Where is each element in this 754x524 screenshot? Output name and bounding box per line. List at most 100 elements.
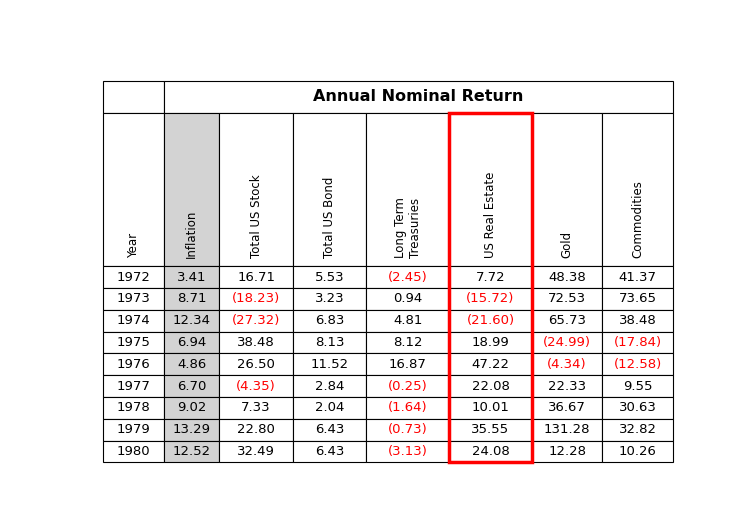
Bar: [532, 375, 602, 397]
Bar: [164, 375, 219, 397]
Text: 6.43: 6.43: [315, 445, 345, 458]
Bar: [293, 353, 366, 375]
Bar: [602, 266, 673, 288]
Bar: [532, 353, 602, 375]
Text: (4.35): (4.35): [236, 379, 276, 392]
Bar: [602, 288, 673, 310]
Text: 4.86: 4.86: [177, 358, 207, 371]
Text: 1973: 1973: [117, 292, 151, 305]
Bar: [164, 441, 219, 462]
Text: 3.23: 3.23: [315, 292, 345, 305]
Bar: [449, 332, 532, 353]
Bar: [293, 310, 366, 332]
Text: 22.08: 22.08: [471, 379, 510, 392]
Text: Year: Year: [127, 233, 140, 258]
Text: 10.01: 10.01: [471, 401, 510, 414]
Text: 16.71: 16.71: [238, 270, 275, 283]
Text: 1980: 1980: [117, 445, 151, 458]
Bar: [293, 441, 366, 462]
Bar: [366, 113, 449, 266]
Text: 2.04: 2.04: [315, 401, 345, 414]
Bar: [219, 441, 293, 462]
Text: 5.53: 5.53: [315, 270, 345, 283]
Bar: [366, 419, 449, 441]
Text: (15.72): (15.72): [466, 292, 515, 305]
Bar: [602, 419, 673, 441]
Text: 12.52: 12.52: [173, 445, 211, 458]
Bar: [164, 266, 219, 288]
Bar: [219, 375, 293, 397]
Bar: [219, 419, 293, 441]
Text: 0.94: 0.94: [393, 292, 422, 305]
Bar: [449, 353, 532, 375]
Bar: [164, 353, 219, 375]
Bar: [449, 113, 532, 266]
Text: Gold: Gold: [560, 231, 574, 258]
Bar: [602, 332, 673, 353]
Text: 22.33: 22.33: [548, 379, 586, 392]
Text: 1978: 1978: [117, 401, 151, 414]
Bar: [164, 397, 219, 419]
Text: 1972: 1972: [117, 270, 151, 283]
Text: 30.63: 30.63: [618, 401, 657, 414]
Text: Total US Bond: Total US Bond: [323, 177, 336, 258]
Text: (21.60): (21.60): [467, 314, 514, 327]
Bar: [532, 397, 602, 419]
Bar: [366, 332, 449, 353]
Bar: [449, 419, 532, 441]
Text: US Real Estate: US Real Estate: [484, 172, 497, 258]
Bar: [164, 81, 673, 113]
Bar: [293, 113, 366, 266]
Text: 131.28: 131.28: [544, 423, 590, 436]
Text: 1977: 1977: [117, 379, 151, 392]
Bar: [366, 353, 449, 375]
Bar: [164, 419, 219, 441]
Text: Long Term
Treasuries: Long Term Treasuries: [394, 198, 421, 258]
Text: 2.84: 2.84: [315, 379, 345, 392]
Text: 6.94: 6.94: [177, 336, 207, 349]
Bar: [449, 113, 532, 462]
Bar: [366, 441, 449, 462]
Text: Inflation: Inflation: [185, 210, 198, 258]
Text: 8.13: 8.13: [315, 336, 345, 349]
Bar: [164, 113, 219, 266]
Bar: [103, 113, 164, 266]
Text: 8.12: 8.12: [393, 336, 422, 349]
Bar: [103, 441, 164, 462]
Text: Annual Nominal Return: Annual Nominal Return: [314, 89, 524, 104]
Bar: [219, 266, 293, 288]
Text: 47.22: 47.22: [471, 358, 510, 371]
Bar: [164, 288, 219, 310]
Text: (12.58): (12.58): [614, 358, 662, 371]
Text: (27.32): (27.32): [232, 314, 280, 327]
Bar: [103, 375, 164, 397]
Text: 16.87: 16.87: [389, 358, 427, 371]
Bar: [103, 353, 164, 375]
Bar: [103, 419, 164, 441]
Bar: [532, 332, 602, 353]
Bar: [602, 353, 673, 375]
Text: 24.08: 24.08: [471, 445, 510, 458]
Bar: [602, 375, 673, 397]
Text: (4.34): (4.34): [547, 358, 587, 371]
Text: 12.34: 12.34: [173, 314, 211, 327]
Text: 41.37: 41.37: [618, 270, 657, 283]
Bar: [449, 397, 532, 419]
Text: 10.26: 10.26: [618, 445, 657, 458]
Bar: [449, 288, 532, 310]
Bar: [366, 375, 449, 397]
Bar: [293, 332, 366, 353]
Text: 12.28: 12.28: [548, 445, 586, 458]
Text: (17.84): (17.84): [614, 336, 661, 349]
Text: 11.52: 11.52: [311, 358, 349, 371]
Text: (24.99): (24.99): [543, 336, 591, 349]
Text: 32.49: 32.49: [238, 445, 275, 458]
Text: 35.55: 35.55: [471, 423, 510, 436]
Text: 7.72: 7.72: [476, 270, 505, 283]
Bar: [602, 310, 673, 332]
Text: (2.45): (2.45): [388, 270, 428, 283]
Bar: [602, 397, 673, 419]
Text: 72.53: 72.53: [548, 292, 586, 305]
Bar: [164, 332, 219, 353]
Text: 1976: 1976: [117, 358, 151, 371]
